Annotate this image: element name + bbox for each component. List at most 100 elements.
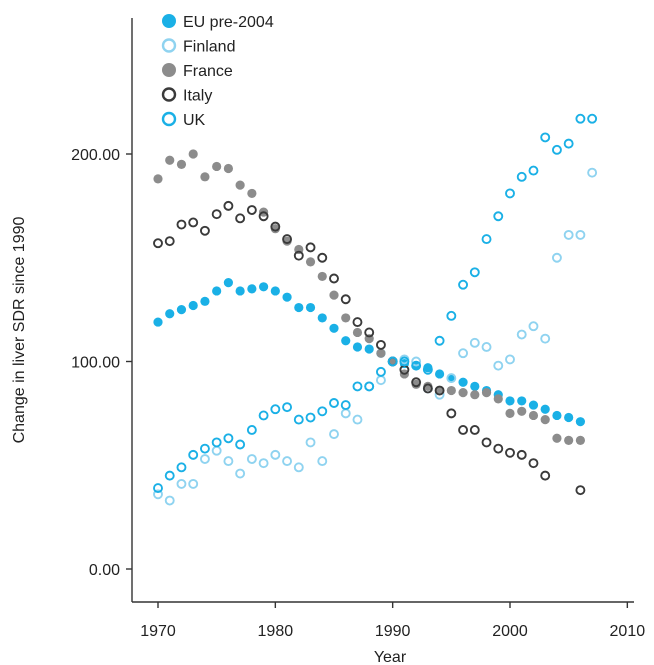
data-point [270,286,280,296]
data-point [317,252,328,263]
data-point [341,313,351,323]
data-point [270,221,281,232]
data-point [259,282,269,292]
data-point [516,171,527,182]
data-point [528,410,539,421]
data-point [563,229,574,240]
data-point [246,205,257,215]
data-point [505,396,515,406]
data-point [352,414,363,425]
data-point [458,279,469,290]
data-point [200,296,210,306]
data-point [352,327,363,338]
data-point [212,286,222,296]
data-point [211,209,222,220]
data-point [575,485,586,496]
data-point [235,286,245,296]
data-point [435,369,445,379]
axes [131,18,634,603]
data-point [258,410,269,421]
data-point [470,390,480,400]
data-point [540,404,550,414]
data-point [176,159,187,169]
data-point [493,211,504,222]
data-point [458,425,469,435]
data-point [293,462,304,473]
data-point [564,435,574,445]
data-point [470,381,480,391]
data-point [505,447,515,458]
x-axis-label: Year [374,649,407,665]
data-point [493,443,504,454]
legend-label: Finland [183,39,235,56]
data-point [258,211,269,222]
x-tick-label: 1990 [375,623,411,640]
data-point [200,172,210,182]
data-point [446,310,457,321]
data-point [540,132,551,143]
data-point [340,408,351,419]
data-point [481,437,492,448]
data-point [294,302,304,313]
data-point [375,375,386,386]
data-point [422,364,433,375]
data-point [223,456,234,467]
data-point [469,267,480,278]
data-point [176,219,187,230]
data-point [551,144,562,155]
data-points [153,113,598,506]
data-point [458,388,468,398]
legend-marker [161,87,177,102]
x-tick-label: 2000 [492,623,528,640]
data-point [247,188,257,199]
data-point [188,300,198,311]
data-point [176,305,187,315]
data-point [153,483,163,494]
data-point [223,200,234,211]
data-point [329,290,339,300]
data-point [153,238,163,249]
y-ticks: 0.00 100.00 200.00 [71,147,132,579]
data-point [329,273,339,284]
y-tick-label: 0.00 [89,562,120,579]
data-point [317,271,327,282]
data-point [352,381,363,392]
data-point [434,385,445,396]
data-point [317,406,328,417]
data-point [505,188,515,199]
data-point [165,155,175,165]
legend-marker [162,14,176,28]
data-point [223,278,233,288]
data-point [235,439,246,450]
data-point [516,329,527,340]
y-tick-label: 100.00 [71,355,120,372]
data-point [493,360,504,371]
data-point [317,313,327,323]
data-point [293,414,304,425]
data-point [282,234,293,245]
data-point [469,425,480,435]
data-point [246,454,257,464]
data-point [517,406,527,416]
data-point [563,138,574,149]
data-point [199,225,210,236]
data-point [282,402,293,413]
data-point [329,323,339,333]
data-point [176,478,187,489]
data-point [246,425,257,435]
data-point [575,417,586,427]
legend: EU pre-2004 Finland France Italy UK [161,14,274,129]
x-tick-label: 1970 [140,623,176,640]
data-point [458,377,468,387]
data-point [528,458,539,469]
data-point [199,443,210,454]
legend-label: Italy [183,88,212,105]
legend-marker [162,63,176,77]
data-point [517,396,527,406]
data-point [305,412,316,423]
data-point [587,167,598,178]
data-point [305,302,316,313]
data-point [399,356,410,367]
data-point [282,292,292,302]
data-point [458,348,469,359]
